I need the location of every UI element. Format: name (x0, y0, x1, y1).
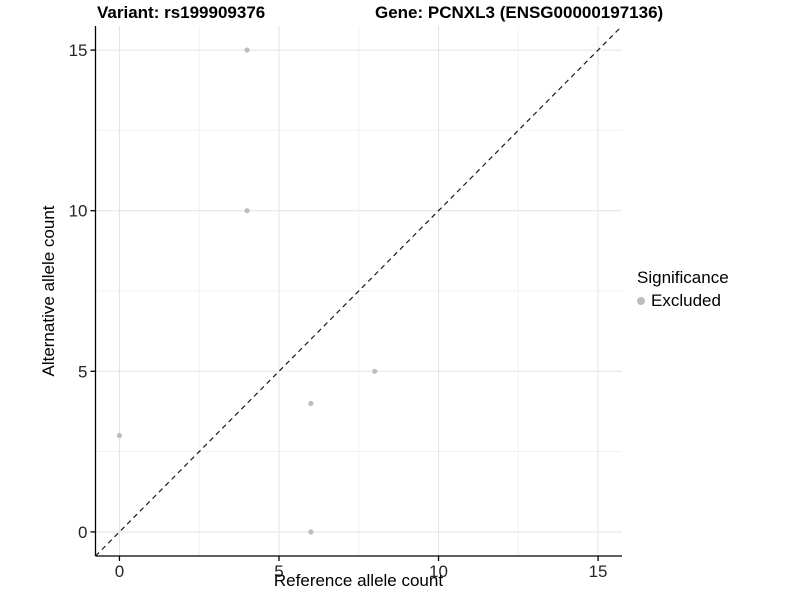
legend: Significance Excluded (637, 268, 729, 311)
y-tick-label: 15 (69, 41, 88, 60)
data-point (308, 529, 314, 535)
y-tick-label: 10 (69, 202, 88, 221)
legend-point-icon (637, 297, 645, 305)
legend-title: Significance (637, 268, 729, 287)
plot-title-gene: Gene: PCNXL3 (ENSG00000197136) (375, 3, 664, 22)
data-point (372, 368, 378, 374)
y-tick-label: 5 (78, 362, 87, 381)
data-point (244, 47, 250, 53)
x-tick-label: 5 (274, 562, 283, 581)
x-tick-label: 10 (429, 562, 448, 581)
identity-reference-line (95, 25, 623, 557)
legend-item-label: Excluded (651, 291, 721, 310)
data-point (116, 432, 123, 439)
y-tick-label: 0 (78, 523, 87, 542)
data-point (244, 208, 250, 214)
data-point (308, 400, 314, 407)
x-axis-title: Reference allele count (273, 571, 444, 590)
y-axis-title: Alternative allele count (39, 205, 58, 377)
x-tick-label: 0 (115, 562, 124, 581)
x-tick-label: 15 (589, 562, 608, 581)
legend-item-excluded: Excluded (637, 291, 729, 311)
plot-title-variant: Variant: rs199909376 (97, 3, 266, 22)
